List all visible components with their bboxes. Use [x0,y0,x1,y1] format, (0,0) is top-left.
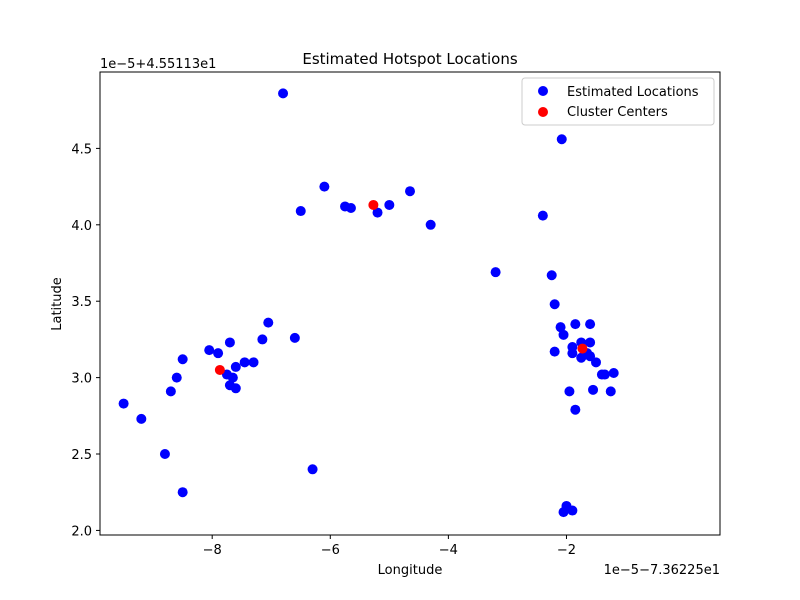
point-estimated-locations [177,354,188,365]
chart-title: Estimated Hotspot Locations [302,50,517,68]
point-estimated-locations [608,368,619,379]
point-estimated-locations [425,219,436,230]
point-estimated-locations [585,319,596,330]
x-offset-label: 1e−5−7.36225e1 [604,563,720,578]
point-estimated-locations [567,505,578,516]
y-tick-label: 4.5 [71,142,92,157]
y-tick-label: 3.0 [71,372,92,387]
point-cluster-centers [577,343,588,354]
point-estimated-locations [307,464,318,475]
point-estimated-locations [177,487,188,498]
x-tick-label: −6 [321,543,340,558]
point-estimated-locations [549,299,560,310]
point-estimated-locations [257,334,268,345]
y-axis-ticks: 2.0 2.5 3.0 3.5 4.0 4.5 [71,142,100,539]
point-estimated-locations [204,345,215,356]
point-estimated-locations [537,210,548,221]
point-estimated-locations [239,357,250,368]
point-estimated-locations [118,398,129,409]
point-estimated-locations [227,372,238,383]
point-estimated-locations [289,332,300,343]
point-estimated-locations [605,386,616,397]
legend: Estimated Locations Cluster Centers [521,77,715,126]
point-estimated-locations [570,319,581,330]
point-estimated-locations [345,202,356,213]
point-estimated-locations [263,317,274,328]
plot-frame [99,71,721,536]
point-estimated-locations [556,134,567,145]
point-estimated-locations [567,342,578,353]
legend-marker-cluster-centers [538,107,548,117]
y-offset-label: 1e−5+4.55113e1 [100,57,216,72]
point-estimated-locations [549,346,560,357]
x-tick-label: −8 [203,543,222,558]
point-estimated-locations [165,386,176,397]
legend-label-estimated-locations: Estimated Locations [567,85,699,100]
y-tick-label: 4.0 [71,219,92,234]
y-tick-label: 2.5 [71,448,92,463]
point-estimated-locations [295,206,306,217]
point-estimated-locations [278,88,289,99]
point-estimated-locations [224,337,235,348]
point-estimated-locations [230,361,241,372]
point-estimated-locations [490,267,501,278]
plot-area [118,88,619,518]
point-estimated-locations [588,384,599,395]
point-estimated-locations [558,329,569,340]
point-estimated-locations [213,348,224,359]
y-tick-label: 2.0 [71,524,92,539]
x-tick-label: −4 [439,543,458,558]
point-estimated-locations [546,270,557,281]
legend-label-cluster-centers: Cluster Centers [567,105,668,120]
x-axis-ticks: −8 −6 −4 −2 [203,535,576,558]
point-estimated-locations [591,357,601,368]
x-axis-label: Longitude [378,563,443,578]
point-estimated-locations [405,186,415,197]
point-estimated-locations [585,337,596,348]
y-axis-label: Latitude [50,277,65,331]
legend-box [521,77,715,126]
point-estimated-locations [372,207,383,218]
point-estimated-locations [136,413,147,424]
point-estimated-locations [564,386,575,397]
point-estimated-locations [159,449,170,460]
x-tick-label: −2 [557,543,576,558]
point-estimated-locations [319,181,330,192]
legend-marker-estimated-locations [538,86,548,96]
point-estimated-locations [248,357,259,368]
point-estimated-locations [384,199,395,210]
y-tick-label: 3.5 [71,295,92,310]
point-cluster-centers [368,199,379,210]
point-estimated-locations [230,383,241,394]
point-estimated-locations [171,372,182,383]
point-cluster-centers [214,364,225,375]
point-estimated-locations [555,322,566,333]
point-estimated-locations [599,369,610,380]
point-estimated-locations [570,404,581,415]
